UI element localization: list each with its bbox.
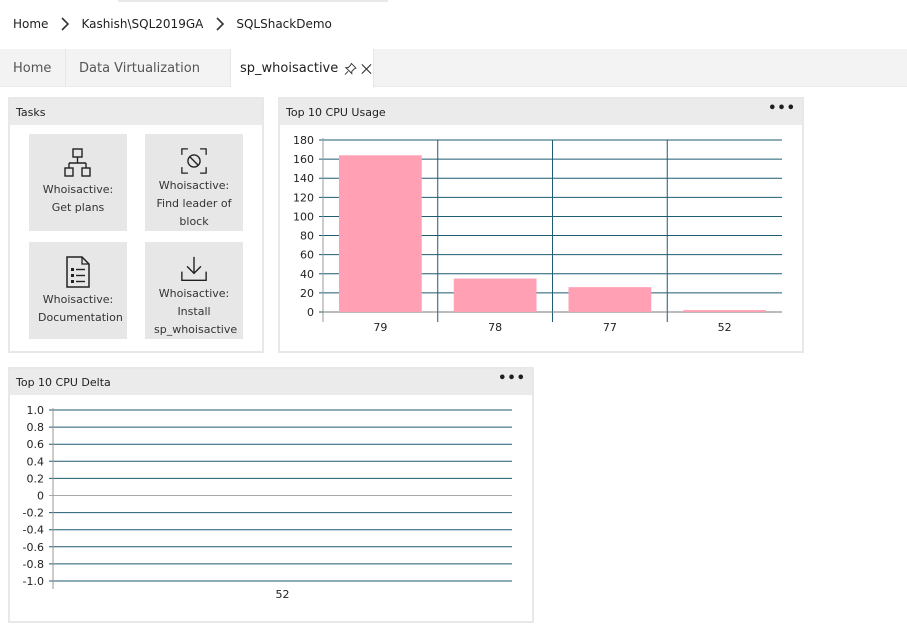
y-tick-label: 80 xyxy=(300,230,314,243)
y-tick-label: -0.4 xyxy=(23,524,44,537)
cpu-usage-header: Top 10 CPU Usage ••• xyxy=(280,99,802,125)
cpu-usage-chart: 0 20 40 60 80 100 120 140 160 180 79 78 77 52 xyxy=(293,134,782,334)
y-tick-label: 0.4 xyxy=(27,455,45,468)
tab-label: Data Virtualization xyxy=(79,60,200,76)
breadcrumb: Home Kashish\SQL2019GA SQLShackDemo xyxy=(0,0,907,48)
tab-data-virtualization[interactable]: Data Virtualization xyxy=(66,49,231,87)
breadcrumb-server[interactable]: Kashish\SQL2019GA xyxy=(81,17,204,31)
y-tick-label: 0.6 xyxy=(27,438,45,451)
y-tick-label: 40 xyxy=(300,268,314,281)
bar xyxy=(339,155,422,312)
chevron-right-icon xyxy=(61,17,70,31)
more-options-icon[interactable]: ••• xyxy=(498,371,526,386)
y-tick-label: 0 xyxy=(307,306,314,319)
tab-label: sp_whoisactive xyxy=(240,61,339,76)
bar xyxy=(568,287,652,312)
y-tick-label: 0 xyxy=(37,490,44,503)
close-icon[interactable] xyxy=(360,62,373,76)
cpu-usage-widget: Top 10 CPU Usage ••• 0 20 40 60 80 100 120 140 1… xyxy=(278,97,804,353)
tab-home[interactable]: Home xyxy=(0,49,66,87)
tab-label: Home xyxy=(13,60,52,76)
breadcrumb-home[interactable]: Home xyxy=(13,17,49,31)
tab-sp-whoisactive[interactable]: sp_whoisactive xyxy=(231,49,374,88)
cpu-usage-title: Top 10 CPU Usage xyxy=(286,105,386,119)
y-tick-label: -0.6 xyxy=(23,541,44,554)
y-tick-label: 0.8 xyxy=(27,421,45,434)
cpu-delta-chart: 1.0 0.8 0.6 0.4 0.2 0 -0.2 -0.4 -0.6 -0.8 -1.0 52 xyxy=(23,404,512,601)
x-tick-label: 79 xyxy=(373,321,387,334)
y-tick-label: 140 xyxy=(293,172,314,185)
y-tick-label: 160 xyxy=(293,153,314,166)
y-tick-label: 60 xyxy=(300,249,314,262)
document-icon xyxy=(66,256,90,288)
tasks-header: Tasks xyxy=(10,99,262,125)
y-tick-label: 0.2 xyxy=(27,472,45,485)
task-label: Whoisactive: Find leader of block xyxy=(156,179,232,228)
y-tick-label: 1.0 xyxy=(27,404,45,417)
tab-bar: Home Data Virtualization sp_whoisactive xyxy=(0,49,907,88)
task-label: Whoisactive: Install sp_whoisactive xyxy=(154,287,238,336)
more-options-icon[interactable]: ••• xyxy=(768,101,796,116)
hierarchy-icon xyxy=(64,148,91,177)
task-install[interactable]: Whoisactive: Install sp_whoisactive xyxy=(145,242,243,339)
pin-icon[interactable] xyxy=(344,62,357,76)
y-tick-label: 100 xyxy=(293,210,314,223)
task-get-plans[interactable]: Whoisactive: Get plans xyxy=(29,134,127,231)
tasks-widget: Tasks Whoisactive: Get plans Whoisactive… xyxy=(8,97,264,353)
y-tick-label: -0.2 xyxy=(23,507,44,520)
x-tick-label: 52 xyxy=(718,321,732,334)
breadcrumb-database[interactable]: SQLShackDemo xyxy=(236,17,332,31)
y-tick-label: -0.8 xyxy=(23,558,44,571)
tasks-title: Tasks xyxy=(16,105,46,119)
chevron-right-icon xyxy=(216,17,225,31)
download-icon xyxy=(181,256,207,281)
cpu-delta-title: Top 10 CPU Delta xyxy=(16,375,111,389)
cpu-delta-widget: Top 10 CPU Delta ••• 1.0 0.8 0.6 0.4 0.2 0 -0.… xyxy=(8,367,534,623)
task-label: Whoisactive: Get plans xyxy=(42,183,114,214)
y-tick-label: 120 xyxy=(293,191,314,204)
y-tick-label: 180 xyxy=(293,134,314,147)
top-strip xyxy=(118,0,388,2)
task-label: Whoisactive: Documentation xyxy=(38,293,123,324)
y-tick-label: -1.0 xyxy=(23,575,44,588)
block-icon xyxy=(181,148,207,174)
task-find-leader[interactable]: Whoisactive: Find leader of block xyxy=(145,134,243,231)
task-documentation[interactable]: Whoisactive: Documentation xyxy=(29,242,127,339)
x-tick-label: 52 xyxy=(276,588,290,601)
bar xyxy=(683,310,766,312)
cpu-delta-header: Top 10 CPU Delta ••• xyxy=(10,369,532,395)
x-tick-label: 78 xyxy=(488,321,502,334)
bar xyxy=(453,278,537,312)
y-tick-label: 20 xyxy=(300,287,314,300)
x-tick-label: 77 xyxy=(603,321,617,334)
